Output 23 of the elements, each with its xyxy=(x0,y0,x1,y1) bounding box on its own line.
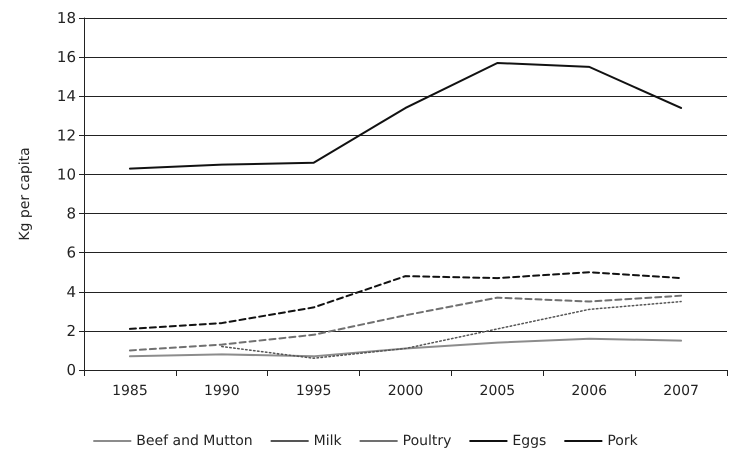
legend-label: Eggs xyxy=(512,433,546,449)
y-tick-label: 6 xyxy=(66,244,76,262)
x-tick-label: 2000 xyxy=(388,383,424,399)
x-tick-label: 2007 xyxy=(663,383,699,399)
y-axis-title: Kg per capita xyxy=(17,147,33,241)
x-tick-label: 2005 xyxy=(480,383,516,399)
y-tick-label: 16 xyxy=(56,48,76,66)
y-tick-label: 8 xyxy=(66,204,76,223)
y-tick-label: 12 xyxy=(56,126,76,144)
legend-label: Milk xyxy=(314,433,343,449)
y-tick-label: 2 xyxy=(66,322,76,340)
legend-label: Beef and Mutton xyxy=(136,433,253,449)
y-tick-label: 0 xyxy=(66,361,76,379)
x-tick-label: 1990 xyxy=(204,383,240,399)
y-tick-label: 4 xyxy=(66,282,76,301)
legend-label: Pork xyxy=(607,433,639,449)
x-tick-label: 2006 xyxy=(571,383,608,399)
y-tick-label: 14 xyxy=(56,87,76,106)
x-tick-label: 1995 xyxy=(296,383,332,399)
y-tick-label: 10 xyxy=(56,165,76,184)
legend-label: Poultry xyxy=(402,433,452,449)
y-tick-label: 18 xyxy=(56,9,76,27)
x-tick-label: 1985 xyxy=(112,383,148,399)
